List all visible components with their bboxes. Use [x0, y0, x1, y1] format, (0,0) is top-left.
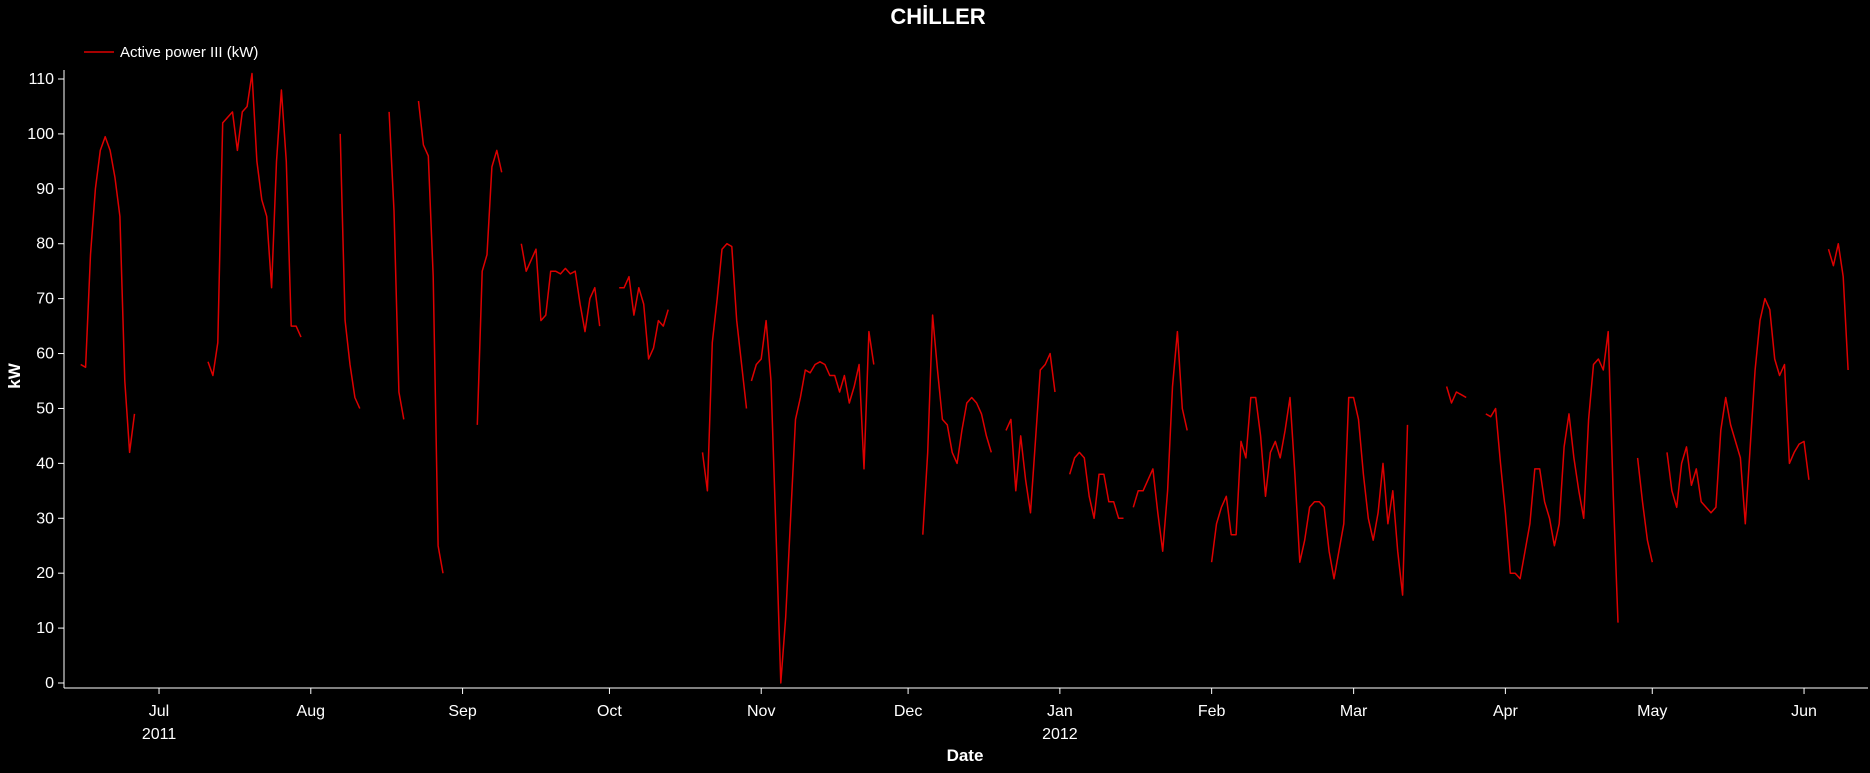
x-tick-label: Oct [597, 703, 622, 720]
x-tick-label: Nov [747, 703, 775, 720]
y-tick-label: 10 [36, 620, 54, 637]
y-tick-label: 60 [36, 346, 54, 363]
legend-label: Active power III (kW) [120, 44, 258, 61]
y-axis-ticks: 0 10 20 30 40 50 60 70 80 90 100 110 [27, 71, 64, 692]
y-tick-label: 20 [36, 565, 54, 582]
y-tick-label: 0 [45, 675, 54, 692]
series-line-segment [701, 242, 748, 492]
y-tick-label: 70 [36, 291, 54, 308]
y-tick-label: 100 [27, 126, 54, 143]
series-lines [80, 72, 1849, 684]
y-tick-label: 110 [28, 71, 54, 88]
series-line-segment [1485, 330, 1619, 623]
x-axis-label: Date [947, 746, 984, 765]
x-tick-label: Apr [1493, 703, 1519, 720]
y-tick-label: 50 [36, 400, 54, 417]
x-tick-label: Jun [1791, 703, 1817, 720]
x-tick-label: Sep [448, 703, 477, 720]
chart-title: CHİLLER [890, 4, 985, 29]
series-line-segment [750, 319, 875, 684]
y-tick-label: 80 [36, 236, 54, 253]
series-line-segment [1827, 242, 1849, 371]
x-tick-year-label: 2011 [142, 726, 177, 743]
series-line-segment [922, 314, 993, 535]
y-tick-label: 40 [36, 455, 54, 472]
x-tick-label: Aug [297, 703, 325, 720]
series-line-segment [1210, 396, 1409, 596]
y-tick-label: 30 [36, 510, 54, 527]
y-axis-label: kW [5, 362, 24, 388]
series-line-segment [476, 149, 503, 425]
legend: Active power III (kW) [84, 44, 258, 61]
series-line-segment [80, 135, 136, 454]
series-line-segment [339, 133, 361, 409]
series-line-segment [388, 111, 405, 420]
series-line-segment [1005, 352, 1056, 514]
x-tick-label: Dec [894, 703, 922, 720]
series-line-segment [1445, 386, 1467, 404]
series-line-segment [207, 72, 302, 377]
x-tick-label: May [1637, 703, 1667, 720]
x-tick-label: Feb [1198, 703, 1226, 720]
series-line-segment [1068, 451, 1124, 520]
y-tick-label: 90 [36, 181, 54, 198]
x-tick-label: Jul [149, 703, 169, 720]
series-line-segment [520, 243, 601, 333]
series-line-segment [1132, 330, 1188, 552]
x-tick-label: Jan [1047, 703, 1073, 720]
series-line-segment [619, 275, 669, 360]
x-axis-ticks: Jul 2011 Aug Sep Oct Nov Dec Jan 2012 Feb Mar Apr Ma… [142, 688, 1817, 743]
x-tick-year-label: 2012 [1042, 726, 1078, 743]
series-line-segment [1666, 297, 1810, 525]
series-line-segment [417, 100, 444, 574]
x-tick-label: Mar [1340, 703, 1368, 720]
series-line-segment [1636, 457, 1654, 563]
